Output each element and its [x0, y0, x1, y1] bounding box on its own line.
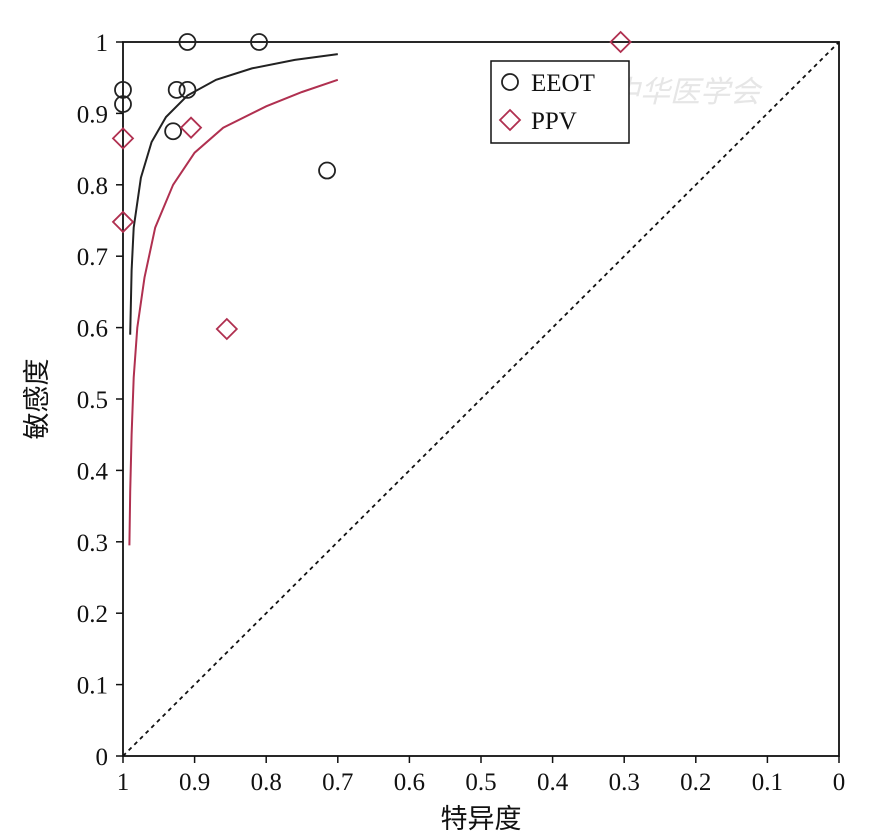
- ppv-point: [179, 116, 203, 139]
- y-tick-label: 0.9: [77, 101, 108, 128]
- y-tick-label: 0.1: [77, 673, 108, 700]
- x-tick-label: 0.5: [465, 769, 496, 796]
- y-tick-label: 1: [96, 30, 109, 57]
- watermark-text: 中华医学会: [610, 75, 763, 110]
- eeot-point: [114, 95, 132, 114]
- eeot-fitted-curve: [129, 53, 338, 335]
- x-tick-label: 0.3: [609, 769, 640, 796]
- reference-line-layer: [122, 41, 840, 757]
- legend-ppv-label: PPV: [531, 108, 577, 135]
- ppv-point: [215, 317, 239, 341]
- x-tick-label: 0.2: [680, 769, 711, 796]
- y-axis-title: 敏感度: [22, 359, 53, 440]
- ppv-point: [111, 127, 135, 150]
- y-tick-label: 0.2: [77, 601, 108, 628]
- legend-eeot-label: EEOT: [531, 70, 595, 97]
- eeot-point: [178, 80, 197, 99]
- data-points: [111, 30, 632, 341]
- eeot-point: [114, 80, 132, 99]
- eeot-point: [178, 33, 197, 51]
- x-tick-label: 0: [833, 769, 846, 796]
- x-tick-label: 0.4: [537, 769, 569, 796]
- watermark: 中华医学会: [610, 75, 763, 110]
- y-tick-label: 0.5: [77, 387, 108, 414]
- ppv-point: [111, 210, 135, 234]
- y-tick-label: 0: [96, 744, 109, 771]
- y-tick-label: 0.6: [77, 316, 108, 343]
- y-tick-label: 0.3: [77, 530, 108, 557]
- x-tick-label: 0.9: [179, 769, 210, 796]
- eeot-point: [164, 122, 183, 141]
- ppv-fitted-curve: [128, 78, 339, 546]
- x-tick-label: 0.7: [322, 769, 353, 796]
- y-tick-label: 0.4: [77, 458, 109, 485]
- x-tick-label: 0.6: [394, 769, 425, 796]
- y-tick-label: 0.8: [77, 173, 108, 200]
- eeot-point: [318, 161, 336, 180]
- legend-ppv-marker: [498, 108, 522, 132]
- x-tick-label: 0.8: [251, 769, 282, 796]
- fitted-curves: [128, 53, 339, 546]
- y-tick-label: 0.7: [77, 244, 108, 271]
- legend: EEOT PPV: [490, 60, 630, 144]
- x-tick-label: 0.1: [752, 769, 783, 796]
- x-tick-label: 1: [117, 769, 130, 796]
- axis-ticks: 1 0.9 0.8 0.7 0.6 0.5 0.4 0.3 0.2 0.1 0 0 0.1 0.2 0.3 0…: [77, 30, 846, 796]
- eeot-point: [167, 80, 186, 99]
- ppv-point: [609, 30, 632, 54]
- eeot-point: [250, 33, 268, 51]
- legend-eeot-marker: [501, 73, 519, 91]
- reference-diagonal-line: [122, 41, 840, 757]
- x-axis-title: 特异度: [441, 804, 522, 835]
